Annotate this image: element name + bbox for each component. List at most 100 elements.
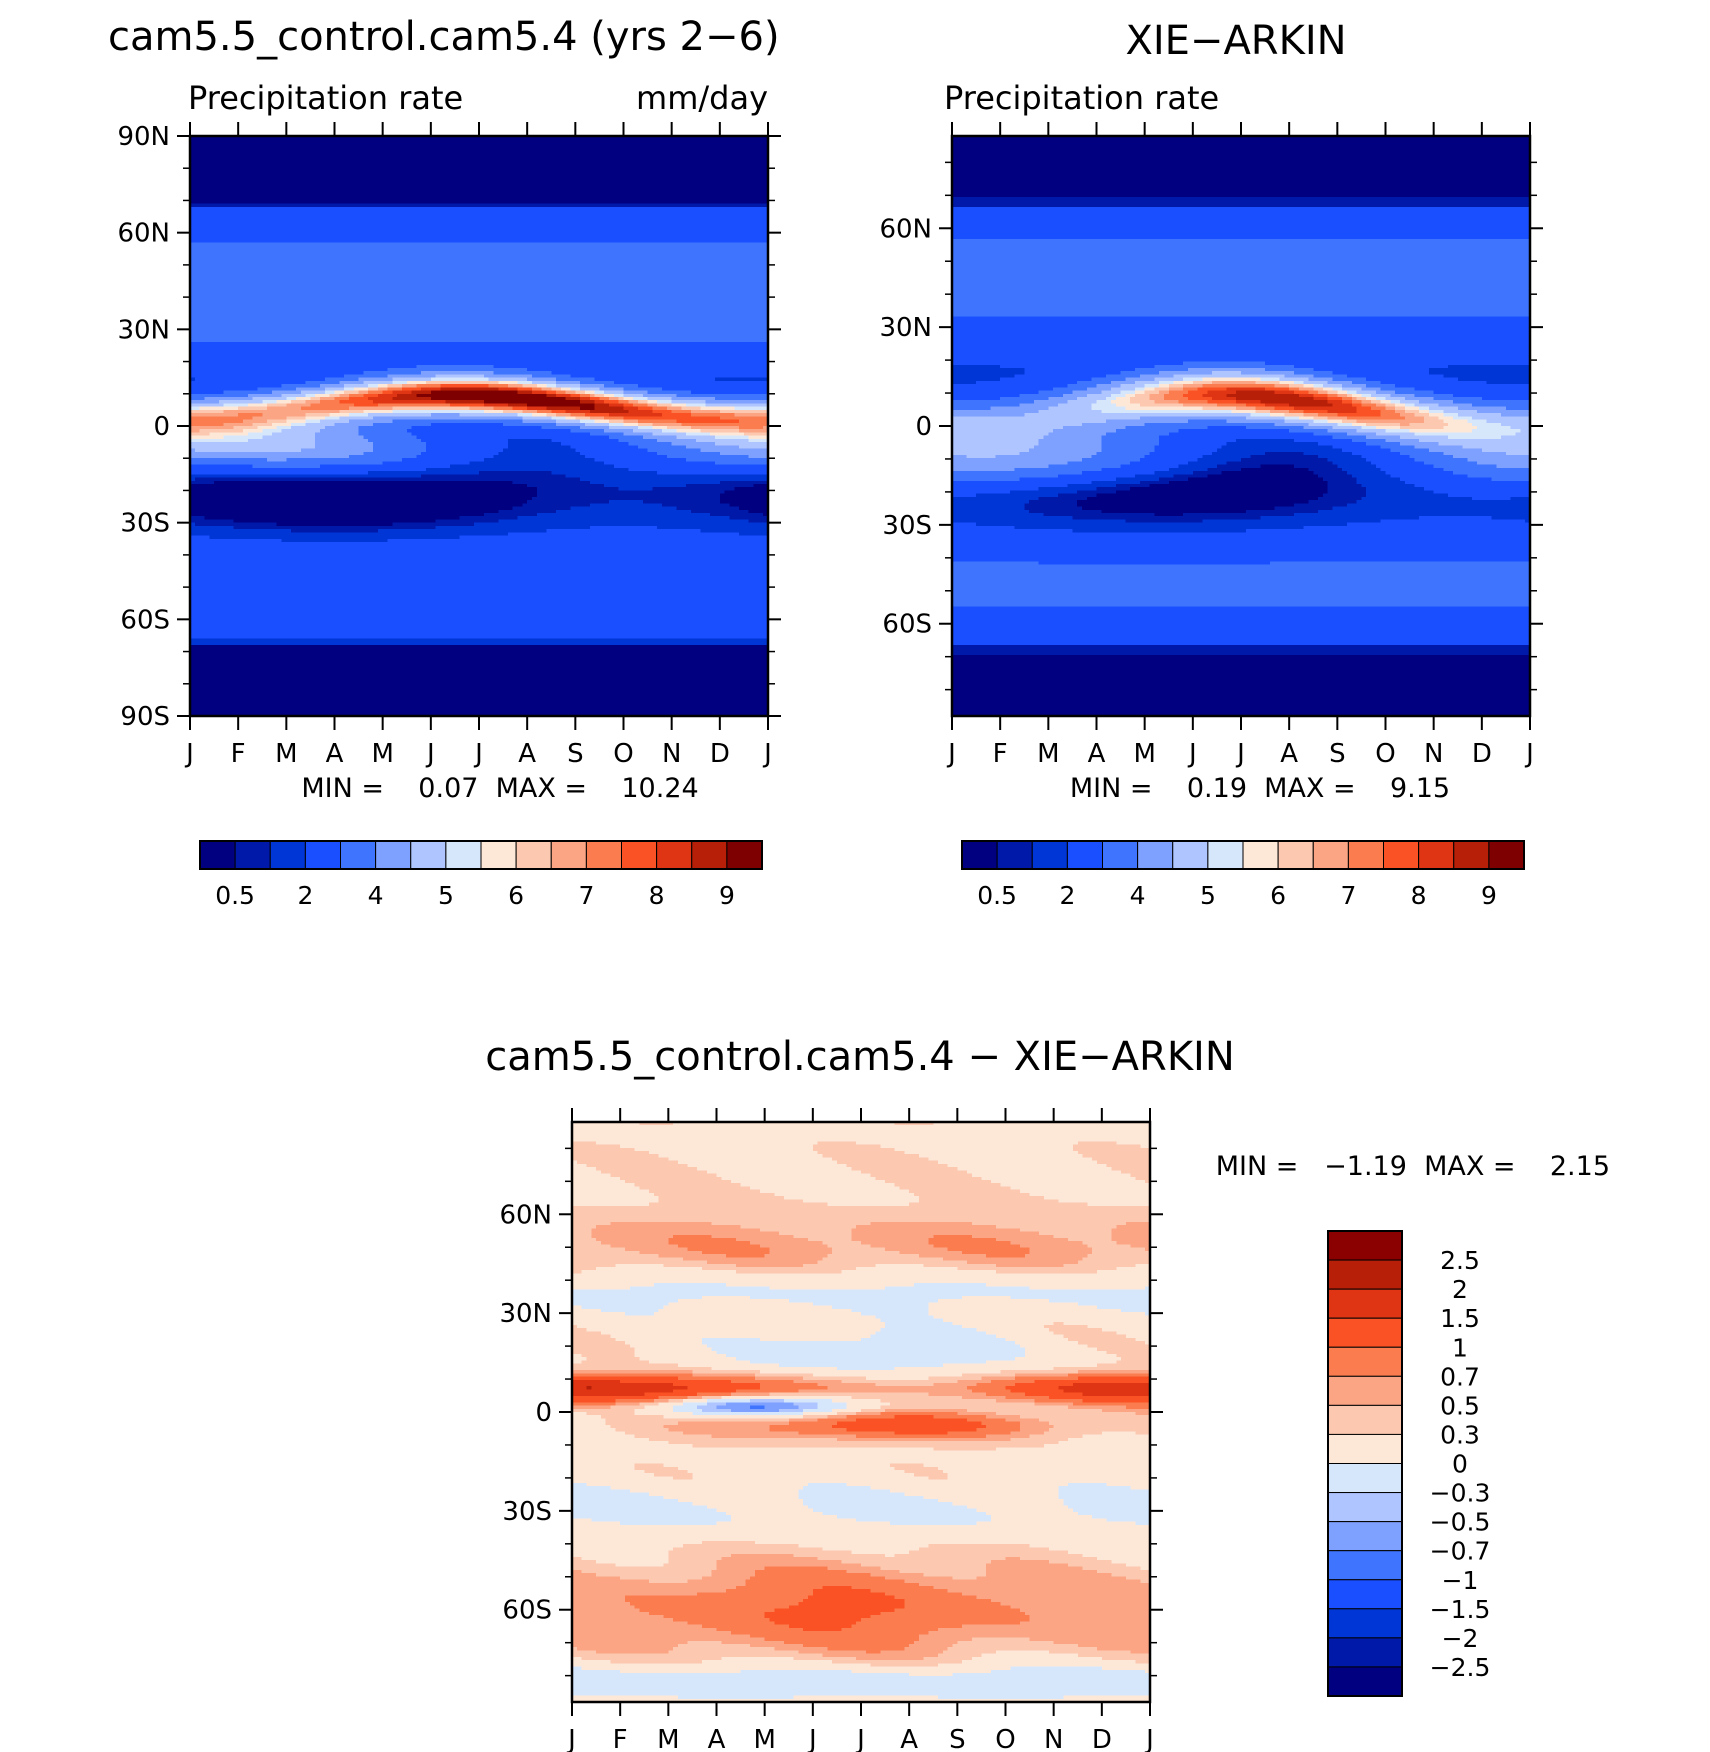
- x-tick-label: S: [949, 1725, 966, 1752]
- x-tick-label: J: [184, 739, 194, 769]
- y-tick-label: 90N: [117, 122, 170, 152]
- colorbar-label: 9: [719, 881, 735, 910]
- colorbar-diff: 2.521.510.70.50.30−0.3−0.5−0.7−1−1.5−2−2…: [1328, 1231, 1490, 1696]
- x-tick-label: N: [662, 739, 681, 769]
- x-tick-label: M: [275, 739, 297, 769]
- panel-diff-title: cam5.5_control.cam5.4 − XIE−ARKIN: [485, 1034, 1235, 1080]
- y-tick-label: 0: [535, 1398, 552, 1428]
- x-tick-label: J: [566, 1725, 576, 1752]
- colorbar-label: 4: [1130, 881, 1146, 910]
- x-tick-label: A: [326, 739, 344, 769]
- y-tick-label: 60N: [879, 214, 932, 244]
- colorbar-label: −2.5: [1430, 1653, 1491, 1682]
- x-tick-label: S: [1329, 739, 1346, 769]
- x-tick-label: J: [762, 739, 772, 769]
- y-tick-label: 90S: [120, 702, 170, 732]
- x-tick-label: J: [855, 1725, 865, 1752]
- y-tick-label: 60S: [882, 610, 932, 640]
- x-tick-label: J: [946, 739, 956, 769]
- x-tick-label: J: [1144, 1725, 1154, 1752]
- x-tick-label: M: [1133, 739, 1155, 769]
- y-tick-label: 0: [153, 412, 170, 442]
- x-tick-label: N: [1044, 1725, 1063, 1752]
- y-tick-label: 60S: [120, 605, 170, 635]
- y-tick-label: 0: [915, 412, 932, 442]
- x-tick-label: D: [1092, 1725, 1112, 1752]
- colorbar-label: −1: [1442, 1566, 1479, 1595]
- colorbar-label: 0.7: [1440, 1362, 1480, 1391]
- y-tick-label: 30N: [879, 313, 932, 343]
- colorbar-label: −1.5: [1430, 1595, 1491, 1624]
- colorbar-label: 0.5: [215, 881, 255, 910]
- colorbar-label: 0.5: [977, 881, 1017, 910]
- x-tick-label: J: [1235, 739, 1245, 769]
- panel-model-title: cam5.5_control.cam5.4 (yrs 2−6): [108, 14, 780, 60]
- colorbar-model: 0.5 2 4 5 6 7 8 9: [200, 841, 762, 910]
- x-tick-label: M: [753, 1725, 775, 1752]
- y-tick-label: 60N: [117, 219, 170, 249]
- x-tick-label: A: [900, 1725, 918, 1752]
- x-tick-label: D: [1472, 739, 1492, 769]
- x-tick-label: S: [567, 739, 584, 769]
- panel-model: cam5.5_control.cam5.4 (yrs 2−6) Precipit…: [108, 14, 781, 910]
- x-tick-label: F: [993, 739, 1008, 769]
- panel-obs-subtitle-left: Precipitation rate: [944, 79, 1219, 117]
- x-tick-label: O: [995, 1725, 1015, 1752]
- colorbar-label: 5: [1200, 881, 1216, 910]
- x-tick-label: M: [1037, 739, 1059, 769]
- panel-model-stats: MIN = 0.07 MAX = 10.24: [301, 773, 698, 804]
- x-tick-label: A: [1280, 739, 1298, 769]
- colorbar-label: −2: [1442, 1624, 1479, 1653]
- x-tick-label: A: [1088, 739, 1106, 769]
- x-tick-label: D: [710, 739, 730, 769]
- panel-obs-stats: MIN = 0.19 MAX = 9.15: [1070, 773, 1450, 804]
- colorbar-label: 8: [1411, 881, 1427, 910]
- y-tick-label: 30S: [502, 1497, 552, 1527]
- colorbar-label: 0: [1452, 1450, 1468, 1479]
- x-tick-label: M: [657, 1725, 679, 1752]
- x-tick-label: J: [425, 739, 435, 769]
- colorbar-label: 5: [438, 881, 454, 910]
- y-tick-label: 60N: [499, 1200, 552, 1230]
- colorbar-label: 8: [649, 881, 665, 910]
- colorbar-label: 2.5: [1440, 1246, 1480, 1275]
- y-tick-label: 60S: [502, 1596, 552, 1626]
- x-tick-label: J: [807, 1725, 817, 1752]
- x-tick-label: J: [1187, 739, 1197, 769]
- y-tick-label: 30S: [120, 509, 170, 539]
- y-tick-label: 30N: [499, 1299, 552, 1329]
- x-tick-label: A: [518, 739, 536, 769]
- panel-diff-stats: MIN = −1.19 MAX = 2.15: [1216, 1151, 1610, 1182]
- x-tick-label: O: [1375, 739, 1395, 769]
- x-tick-label: F: [231, 739, 246, 769]
- colorbar-label: 4: [368, 881, 384, 910]
- colorbar-label: 0.3: [1440, 1420, 1480, 1449]
- colorbar-label: 0.5: [1440, 1391, 1480, 1420]
- panel-model-subtitle-left: Precipitation rate: [188, 79, 463, 117]
- colorbar-obs: 0.5 2 4 5 6 7 8 9: [962, 841, 1524, 910]
- x-tick-label: N: [1424, 739, 1443, 769]
- panel-model-subtitle-right: mm/day: [636, 79, 768, 117]
- x-tick-label: F: [613, 1725, 628, 1752]
- panel-obs-title: XIE−ARKIN: [1125, 18, 1346, 64]
- x-tick-label: M: [371, 739, 393, 769]
- colorbar-label: −0.3: [1430, 1479, 1491, 1508]
- y-tick-label: 30S: [882, 511, 932, 541]
- colorbar-label: −0.5: [1430, 1508, 1491, 1537]
- colorbar-label: 2: [297, 881, 313, 910]
- colorbar-label: 6: [508, 881, 524, 910]
- x-tick-label: O: [613, 739, 633, 769]
- colorbar-label: 9: [1481, 881, 1497, 910]
- colorbar-label: 1.5: [1440, 1304, 1480, 1333]
- colorbar-label: 7: [1340, 881, 1356, 910]
- colorbar-label: 7: [578, 881, 594, 910]
- colorbar-label: 1: [1452, 1333, 1468, 1362]
- x-tick-label: A: [708, 1725, 726, 1752]
- colorbar-label: 2: [1059, 881, 1075, 910]
